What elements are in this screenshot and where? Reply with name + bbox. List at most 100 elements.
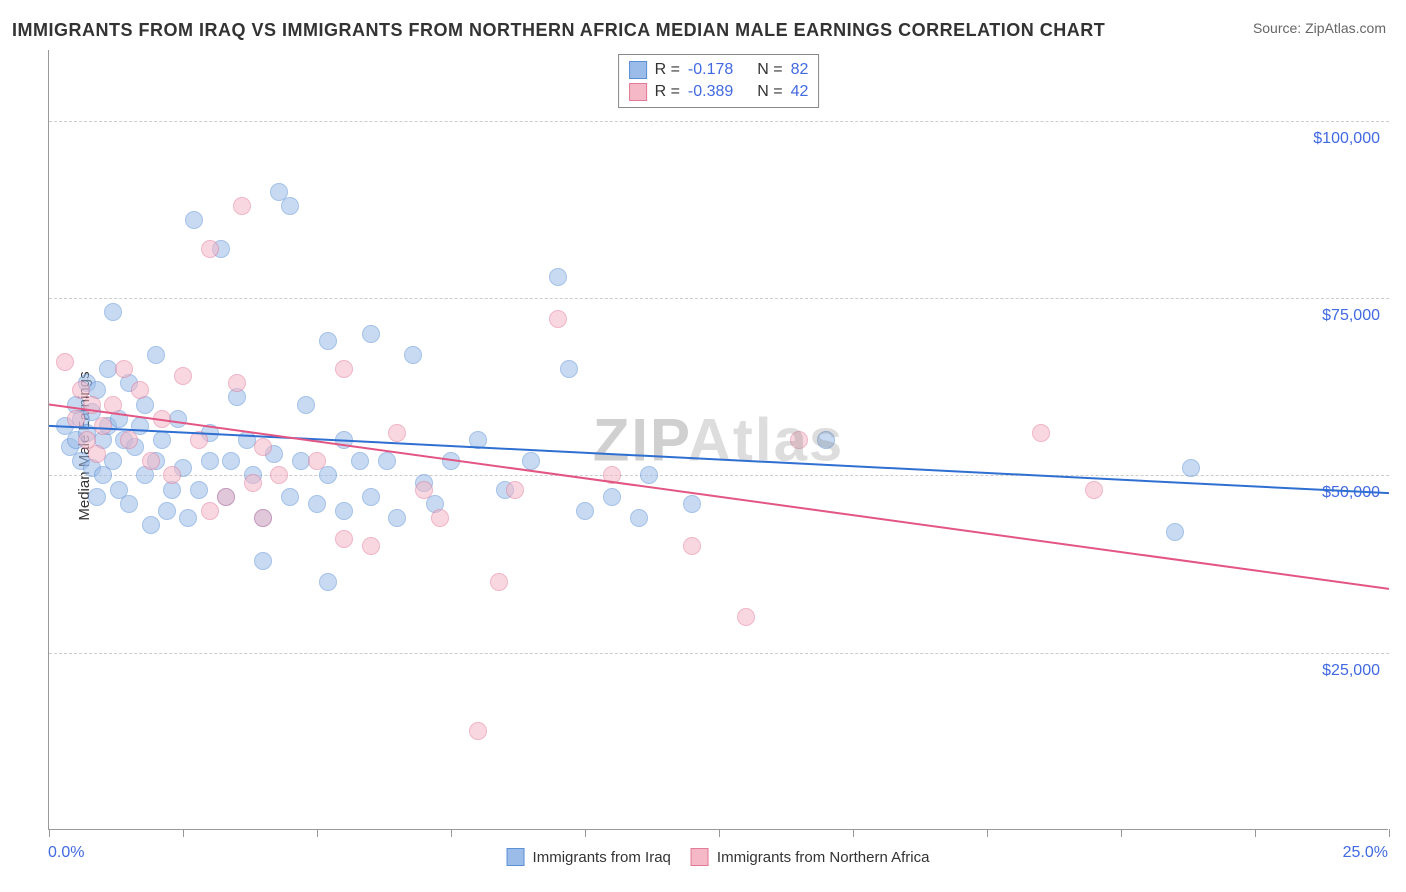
data-point — [254, 438, 272, 456]
data-point — [351, 452, 369, 470]
data-point — [388, 424, 406, 442]
correlation-row-nafrica: R = -0.389 N = 42 — [629, 81, 809, 103]
x-tick-min: 0.0% — [48, 844, 84, 862]
correlation-row-iraq: R = -0.178 N = 82 — [629, 59, 809, 81]
data-point — [104, 396, 122, 414]
x-tick — [451, 829, 452, 837]
data-point — [1085, 481, 1103, 499]
data-point — [169, 410, 187, 428]
series-legend: Immigrants from Iraq Immigrants from Nor… — [507, 848, 930, 866]
data-point — [88, 488, 106, 506]
data-point — [233, 197, 251, 215]
data-point — [683, 537, 701, 555]
data-point — [270, 466, 288, 484]
data-point — [335, 530, 353, 548]
r-value-iraq: -0.178 — [688, 61, 733, 79]
x-tick — [1255, 829, 1256, 837]
chart-title: IMMIGRANTS FROM IRAQ VS IMMIGRANTS FROM … — [12, 20, 1105, 41]
data-point — [163, 466, 181, 484]
data-point — [174, 367, 192, 385]
data-point — [506, 481, 524, 499]
watermark-zip: ZIP — [593, 406, 688, 473]
legend-label-nafrica: Immigrants from Northern Africa — [717, 849, 930, 866]
data-point — [603, 488, 621, 506]
data-point — [560, 360, 578, 378]
r-value-nafrica: -0.389 — [688, 83, 733, 101]
data-point — [362, 537, 380, 555]
gridline — [49, 121, 1389, 122]
swatch-iraq — [629, 61, 647, 79]
data-point — [142, 516, 160, 534]
data-point — [308, 452, 326, 470]
data-point — [201, 240, 219, 258]
data-point — [88, 445, 106, 463]
data-point — [1166, 523, 1184, 541]
data-point — [254, 552, 272, 570]
data-point — [790, 431, 808, 449]
data-point — [179, 509, 197, 527]
data-point — [120, 495, 138, 513]
correlation-legend: R = -0.178 N = 82 R = -0.389 N = 42 — [618, 54, 820, 108]
data-point — [404, 346, 422, 364]
data-point — [549, 268, 567, 286]
data-point — [362, 488, 380, 506]
data-point — [603, 466, 621, 484]
data-point — [737, 608, 755, 626]
legend-item-iraq: Immigrants from Iraq — [507, 848, 671, 866]
x-tick — [1121, 829, 1122, 837]
r-label: R = — [655, 83, 680, 101]
gridline — [49, 653, 1389, 654]
data-point — [388, 509, 406, 527]
x-tick — [719, 829, 720, 837]
data-point — [319, 332, 337, 350]
data-point — [281, 197, 299, 215]
data-point — [254, 509, 272, 527]
y-tick-label: $50,000 — [1322, 484, 1380, 502]
data-point — [142, 452, 160, 470]
data-point — [362, 325, 380, 343]
data-point — [56, 353, 74, 371]
data-point — [630, 509, 648, 527]
data-point — [308, 495, 326, 513]
data-point — [469, 722, 487, 740]
data-point — [522, 452, 540, 470]
swatch-iraq — [507, 848, 525, 866]
data-point — [147, 346, 165, 364]
data-point — [335, 502, 353, 520]
n-value-nafrica: 42 — [791, 83, 809, 101]
swatch-nafrica — [629, 83, 647, 101]
n-label: N = — [757, 83, 782, 101]
data-point — [201, 502, 219, 520]
data-point — [83, 396, 101, 414]
data-point — [104, 303, 122, 321]
data-point — [67, 410, 85, 428]
x-tick — [1389, 829, 1390, 837]
data-point — [378, 452, 396, 470]
data-point — [319, 466, 337, 484]
data-point — [335, 360, 353, 378]
data-point — [297, 396, 315, 414]
data-point — [222, 452, 240, 470]
x-tick — [585, 829, 586, 837]
data-point — [201, 452, 219, 470]
data-point — [817, 431, 835, 449]
r-label: R = — [655, 61, 680, 79]
x-tick — [853, 829, 854, 837]
legend-label-iraq: Immigrants from Iraq — [533, 849, 671, 866]
data-point — [490, 573, 508, 591]
data-point — [217, 488, 235, 506]
data-point — [185, 211, 203, 229]
data-point — [244, 474, 262, 492]
data-point — [153, 410, 171, 428]
data-point — [683, 495, 701, 513]
data-point — [190, 431, 208, 449]
y-tick-label: $25,000 — [1322, 662, 1380, 680]
data-point — [153, 431, 171, 449]
data-point — [576, 502, 594, 520]
data-point — [335, 431, 353, 449]
data-point — [640, 466, 658, 484]
data-point — [469, 431, 487, 449]
data-point — [281, 488, 299, 506]
data-point — [120, 431, 138, 449]
legend-item-nafrica: Immigrants from Northern Africa — [691, 848, 930, 866]
